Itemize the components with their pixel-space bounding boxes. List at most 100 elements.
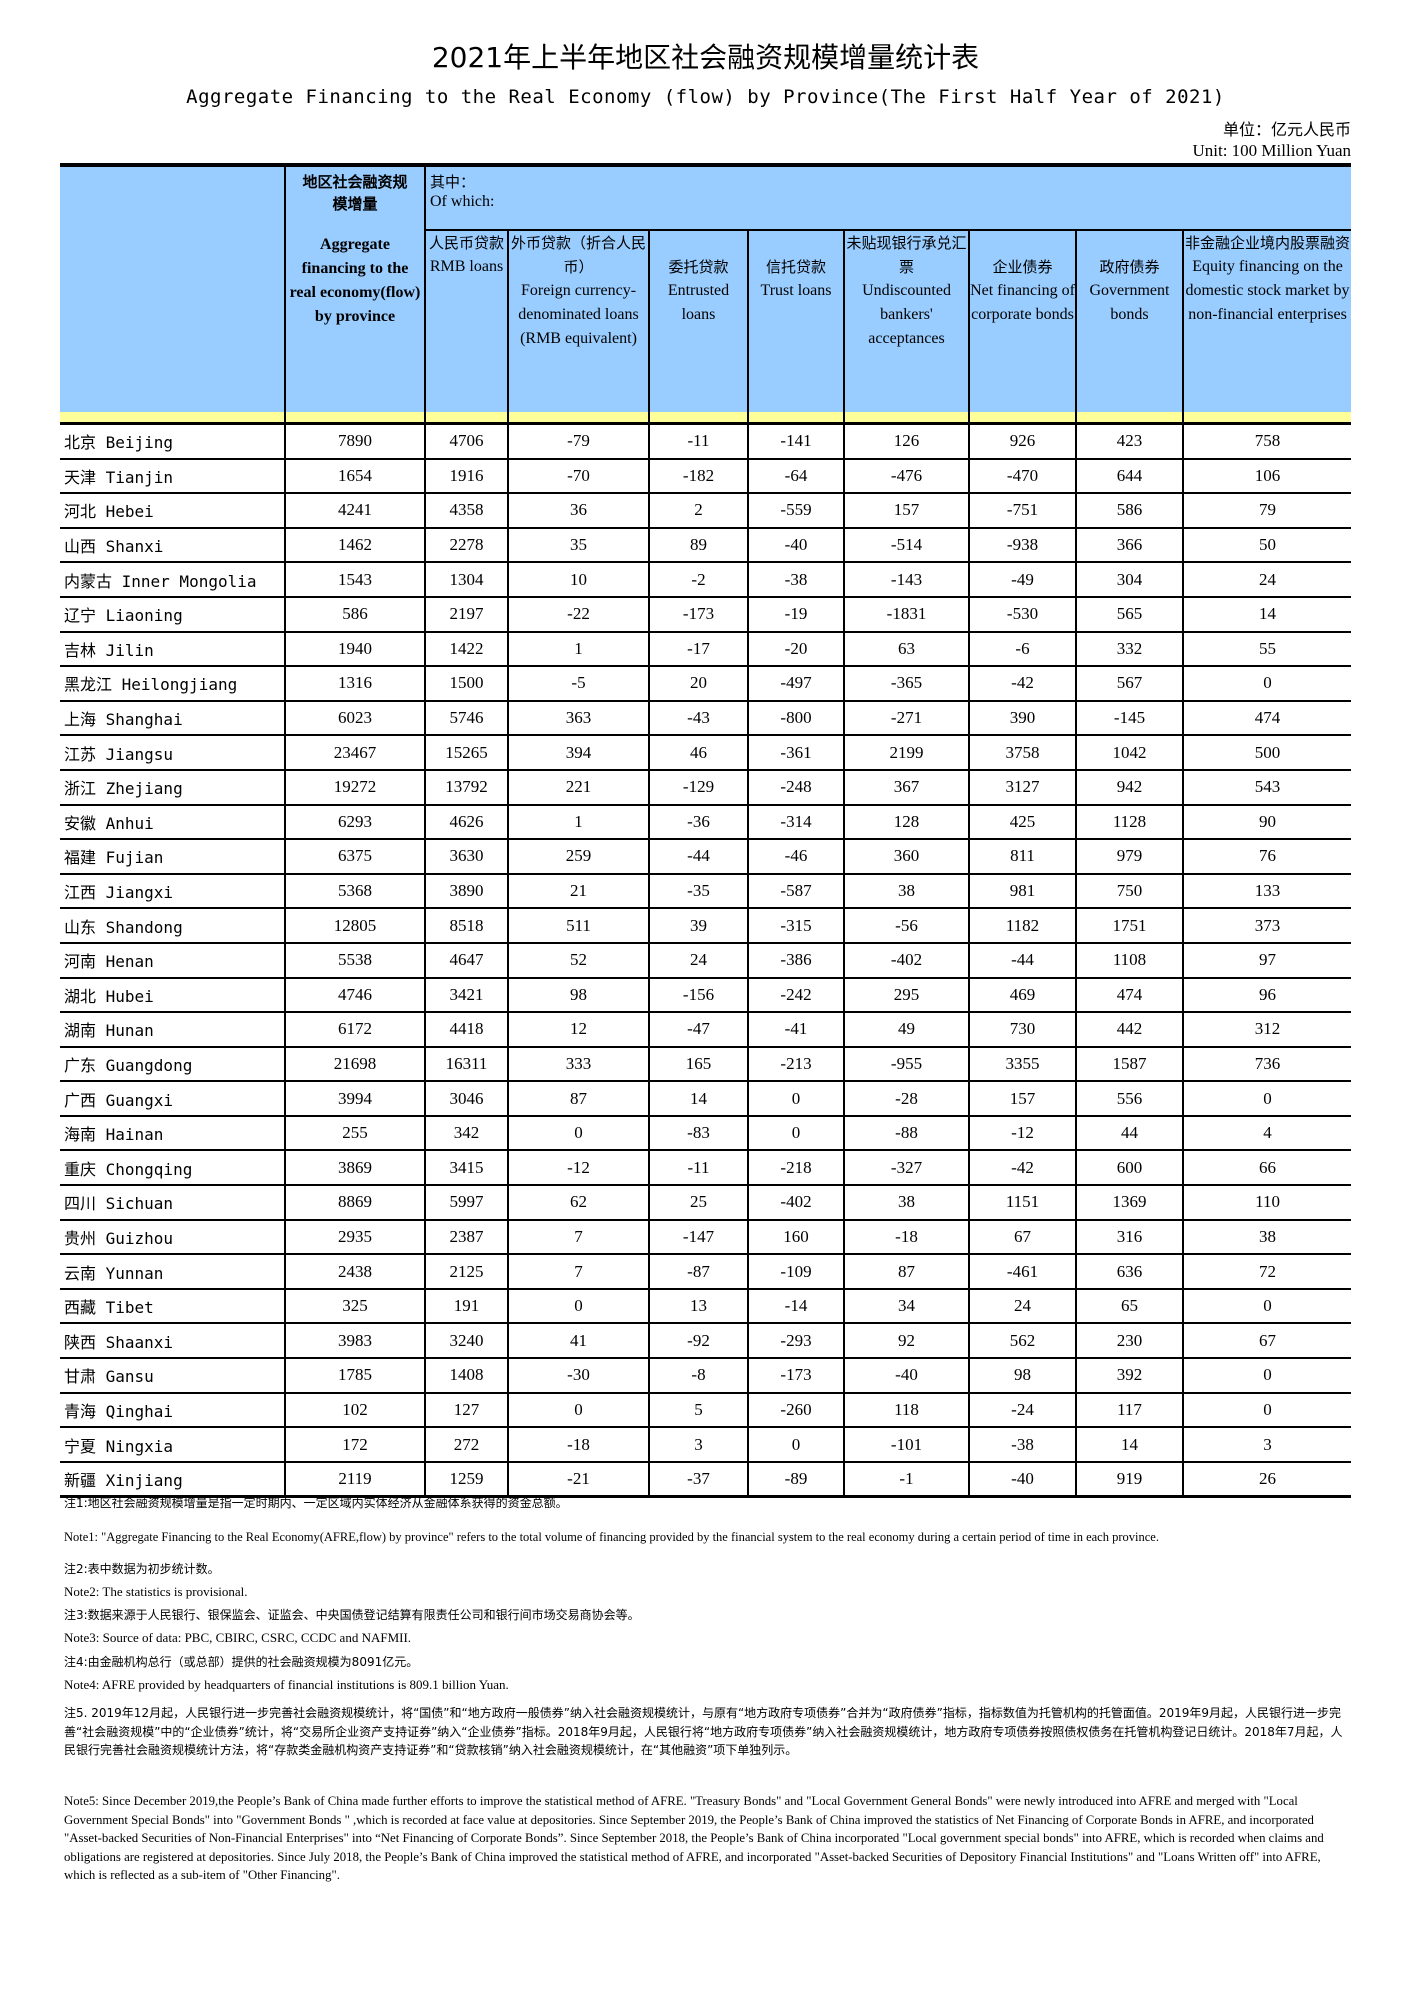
table-cell: -70 — [508, 458, 650, 495]
column-header-en: Net financing of corporate bonds — [970, 282, 1075, 323]
table-cell: 38 — [1183, 1219, 1352, 1256]
province-name: 辽宁 Liaoning — [60, 596, 286, 633]
table-cell: 367 — [844, 769, 970, 806]
table-row: 山东 Shandong 12805 8518 511 39 -315 -56 1182 1751… — [60, 908, 1352, 944]
column-header-en: Equity financing on the domestic stock m… — [1185, 258, 1350, 323]
table-cell: 4358 — [425, 493, 509, 529]
table-cell: 442 — [1076, 1012, 1184, 1048]
table-cell: 3994 — [285, 1081, 426, 1117]
table-cell: -315 — [748, 908, 845, 944]
table-cell: 644 — [1076, 458, 1184, 495]
table-cell: 0 — [748, 1115, 845, 1152]
table-cell: 96 — [1183, 977, 1352, 1014]
table-cell: 3869 — [285, 1150, 426, 1187]
province-name: 上海 Shanghai — [60, 700, 286, 737]
province-header — [60, 165, 286, 412]
table-cell: -36 — [649, 804, 749, 841]
table-cell: 1182 — [969, 908, 1077, 944]
table-cell: 221 — [508, 769, 650, 806]
province-name: 贵州 Guizhou — [60, 1219, 286, 1256]
table-cell: 1408 — [425, 1358, 509, 1394]
table-cell: -20 — [748, 631, 845, 668]
table-cell: 304 — [1076, 562, 1184, 598]
table-cell: 0 — [1183, 1392, 1352, 1429]
table-cell: 1042 — [1076, 735, 1184, 771]
table-cell: 23467 — [285, 735, 426, 771]
table-cell: -8 — [649, 1358, 749, 1394]
table-cell: 14 — [649, 1081, 749, 1117]
page-subtitle: Aggregate Financing to the Real Economy … — [186, 86, 1225, 108]
province-name: 广东 Guangdong — [60, 1046, 286, 1083]
province-name: 江西 Jiangxi — [60, 873, 286, 910]
table-cell: 3046 — [425, 1081, 509, 1117]
table-cell: -109 — [748, 1254, 845, 1290]
province-name: 青海 Qinghai — [60, 1392, 286, 1429]
table-cell: 1916 — [425, 458, 509, 495]
table-cell: 3 — [649, 1427, 749, 1463]
table-cell: -42 — [969, 1150, 1077, 1187]
table-row: 河北 Hebei 4241 4358 36 2 -559 157 -751 586 79 — [60, 493, 1352, 529]
table-cell: 562 — [969, 1323, 1077, 1360]
province-name: 西藏 Tibet — [60, 1288, 286, 1325]
table-cell: -143 — [844, 562, 970, 598]
table-cell: 0 — [508, 1392, 650, 1429]
table-cell: 21698 — [285, 1046, 426, 1083]
table-cell: 259 — [508, 839, 650, 875]
table-cell: 6375 — [285, 839, 426, 875]
afre-header-en: Aggregate financing to the real economy(… — [289, 236, 421, 325]
province-name: 广西 Guangxi — [60, 1081, 286, 1117]
table-cell: 12 — [508, 1012, 650, 1048]
table-cell: 8518 — [425, 908, 509, 944]
table-cell: 50 — [1183, 527, 1352, 564]
table-cell: 342 — [425, 1115, 509, 1152]
table-row: 上海 Shanghai 6023 5746 363 -43 -800 -271 390 -145… — [60, 700, 1352, 737]
table-cell: -365 — [844, 666, 970, 702]
table-cell: 636 — [1076, 1254, 1184, 1290]
note-1-cn: 注1:地区社会融资规模增量是指一定时期内、一定区域内实体经济从金融体系获得的资金… — [64, 1496, 568, 1510]
table-cell: 1500 — [425, 666, 509, 702]
table-cell: 16311 — [425, 1046, 509, 1083]
table-cell: 14 — [1076, 1427, 1184, 1463]
table-cell: 34 — [844, 1288, 970, 1325]
note-2-en: Note2: The statistics is provisional. — [64, 1584, 248, 1599]
column-header-en: RMB loans — [429, 258, 504, 275]
table-cell: 87 — [844, 1254, 970, 1290]
table-cell: -17 — [649, 631, 749, 668]
table-cell: -88 — [844, 1115, 970, 1152]
table-cell: 1462 — [285, 527, 426, 564]
table-cell: 72 — [1183, 1254, 1352, 1290]
province-name: 四川 Sichuan — [60, 1185, 286, 1221]
note-3-en: Note3: Source of data: PBC, CBIRC, CSRC,… — [64, 1630, 412, 1645]
table-cell: 118 — [844, 1392, 970, 1429]
table-cell: -79 — [508, 423, 650, 460]
table-cell: 1654 — [285, 458, 426, 495]
province-name: 河南 Henan — [60, 942, 286, 979]
province-name: 海南 Hainan — [60, 1115, 286, 1152]
table-cell: -293 — [748, 1323, 845, 1360]
table-cell: -248 — [748, 769, 845, 806]
column-header-cn: 外币贷款（折合人民币） — [510, 234, 646, 276]
table-row: 广东 Guangdong 21698 16311 333 165 -213 -955 3355… — [60, 1046, 1352, 1083]
table-cell: -28 — [844, 1081, 970, 1117]
table-cell: -530 — [969, 596, 1077, 633]
table-row: 贵州 Guizhou 2935 2387 7 -147 160 -18 67 316 38 — [60, 1219, 1352, 1256]
table-cell: 565 — [1076, 596, 1184, 633]
table-cell: 5997 — [425, 1185, 509, 1221]
table-cell: 1 — [508, 804, 650, 841]
table-cell: -40 — [748, 527, 845, 564]
table-row: 福建 Fujian 6375 3630 259 -44 -46 360 811 979 76 — [60, 839, 1352, 875]
table-cell: 730 — [969, 1012, 1077, 1048]
table-cell: 1128 — [1076, 804, 1184, 841]
table-cell: -470 — [969, 458, 1077, 495]
table-cell: 157 — [844, 493, 970, 529]
table-cell: -38 — [969, 1427, 1077, 1463]
table-cell: 90 — [1183, 804, 1352, 841]
page-title: 2021年上半年地区社会融资规模增量统计表 — [431, 41, 980, 74]
table-cell: 127 — [425, 1392, 509, 1429]
table-cell: 98 — [508, 977, 650, 1014]
table-cell: 312 — [1183, 1012, 1352, 1048]
table-cell: 0 — [1183, 1081, 1352, 1117]
table-row: 甘肃 Gansu 1785 1408 -30 -8 -173 -40 98 392 0 — [60, 1358, 1352, 1394]
table-cell: 89 — [649, 527, 749, 564]
table-cell: -42 — [969, 666, 1077, 702]
